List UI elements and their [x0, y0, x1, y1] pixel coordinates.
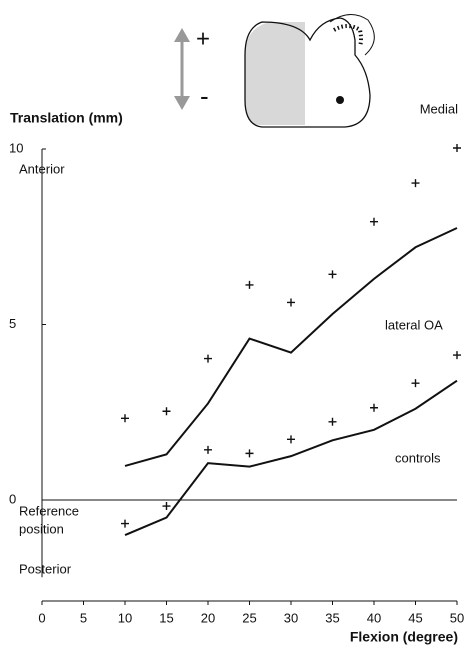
- plus-marker: [204, 445, 212, 454]
- x-tick-label: 50: [450, 610, 464, 625]
- x-tick-label: 5: [80, 610, 87, 625]
- x-axis-title: Flexion (degree): [350, 629, 458, 645]
- y-axis-title: Translation (mm): [10, 110, 123, 126]
- plus-marker: [204, 354, 212, 363]
- plus-marker: [287, 298, 295, 307]
- x-tick-label: 35: [325, 610, 339, 625]
- y-tick-label: 5: [9, 316, 16, 331]
- y-tick-label: 10: [9, 140, 23, 155]
- minus-label: -: [200, 81, 209, 111]
- plus-marker: [370, 217, 378, 226]
- medial-label: Medial: [420, 101, 458, 116]
- x-tick-label: 30: [284, 610, 298, 625]
- series-label: lateral OA: [385, 317, 443, 332]
- plus-marker: [245, 449, 254, 458]
- series-label: controls: [395, 450, 441, 465]
- plus-marker: [453, 351, 461, 360]
- reference-label: Reference: [19, 503, 79, 518]
- plus-marker: [245, 280, 254, 289]
- series-line: [124, 379, 458, 537]
- plus-marker: [121, 519, 129, 528]
- plus-marker: [370, 403, 378, 412]
- plus-label: +: [196, 25, 210, 52]
- x-tick-label: 10: [118, 610, 132, 625]
- x-tick-label: 0: [38, 610, 45, 625]
- plus-marker: [287, 435, 295, 444]
- reference-label: position: [19, 521, 64, 536]
- x-tick-label: 40: [367, 610, 381, 625]
- plus-marker: [411, 179, 420, 188]
- series-line: [124, 227, 458, 467]
- plus-marker: [121, 414, 129, 423]
- x-tick-label: 25: [242, 610, 256, 625]
- posterior-label: Posterior: [19, 561, 72, 576]
- y-tick-label: 0: [9, 491, 16, 506]
- x-tick-label: 45: [408, 610, 422, 625]
- knee-icon: [174, 14, 375, 128]
- plus-marker: [328, 270, 337, 279]
- x-tick-label: 15: [159, 610, 173, 625]
- plus-marker: [411, 379, 420, 388]
- plus-marker: [453, 144, 461, 152]
- plus-marker: [162, 502, 171, 511]
- x-tick-label: 20: [201, 610, 215, 625]
- plus-marker: [162, 407, 171, 416]
- plus-marker: [328, 417, 337, 426]
